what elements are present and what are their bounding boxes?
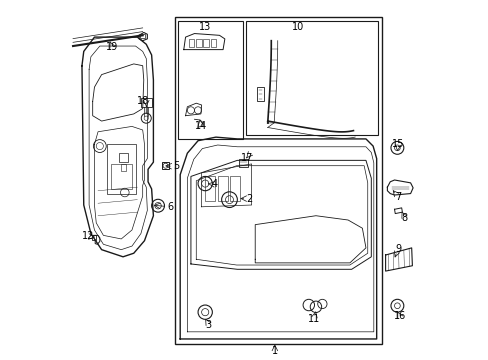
Bar [203,39,208,47]
Text: 10: 10 [291,22,304,32]
Bar [162,162,169,169]
Text: 11: 11 [307,314,320,324]
Bar [239,159,247,167]
Text: 3: 3 [205,320,211,330]
Text: 9: 9 [394,244,400,253]
Bar [140,34,145,38]
Text: 5: 5 [172,161,179,171]
Text: 2: 2 [245,194,252,203]
Text: 12: 12 [81,231,94,242]
Text: 8: 8 [401,212,407,222]
Bar [189,39,194,47]
Bar [110,164,132,189]
Bar [205,176,215,202]
Text: 18: 18 [136,96,148,106]
Text: 7: 7 [394,192,401,202]
Text: 19: 19 [106,42,118,52]
Bar [246,21,378,135]
Bar [196,39,201,47]
Text: 6: 6 [167,202,173,212]
Text: 15: 15 [391,139,404,149]
Text: 4: 4 [211,179,217,189]
Bar [257,87,264,102]
Bar [141,98,151,107]
Bar [121,164,125,171]
Bar [230,176,240,202]
Text: 1: 1 [271,346,277,356]
Bar [107,144,135,194]
Text: 16: 16 [393,311,405,321]
Bar [92,235,96,240]
Bar [217,176,227,202]
Bar [210,39,216,47]
Text: 14: 14 [194,121,206,131]
Bar [175,18,381,344]
Bar [119,153,128,162]
Text: 13: 13 [199,22,211,32]
Bar [178,21,242,139]
Text: 17: 17 [240,153,252,163]
